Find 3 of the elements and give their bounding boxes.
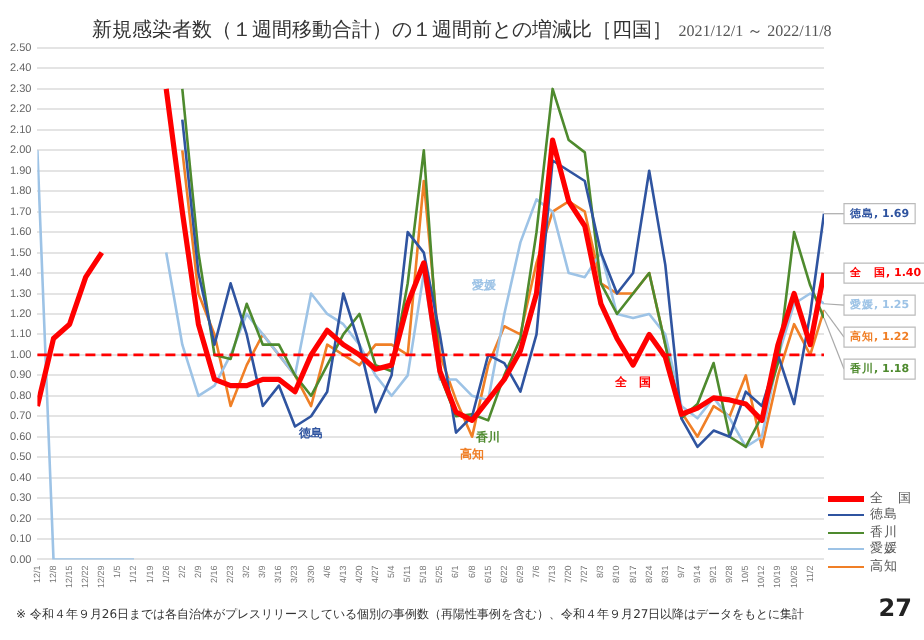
text: 27 xyxy=(878,594,912,622)
chart-subtitle: 2021/12/1 ～ 2022/11/8 xyxy=(678,22,832,40)
chart-title: 新規感染者数（１週間移動合計）の１週間前との増減比［四国］ xyxy=(92,20,673,42)
